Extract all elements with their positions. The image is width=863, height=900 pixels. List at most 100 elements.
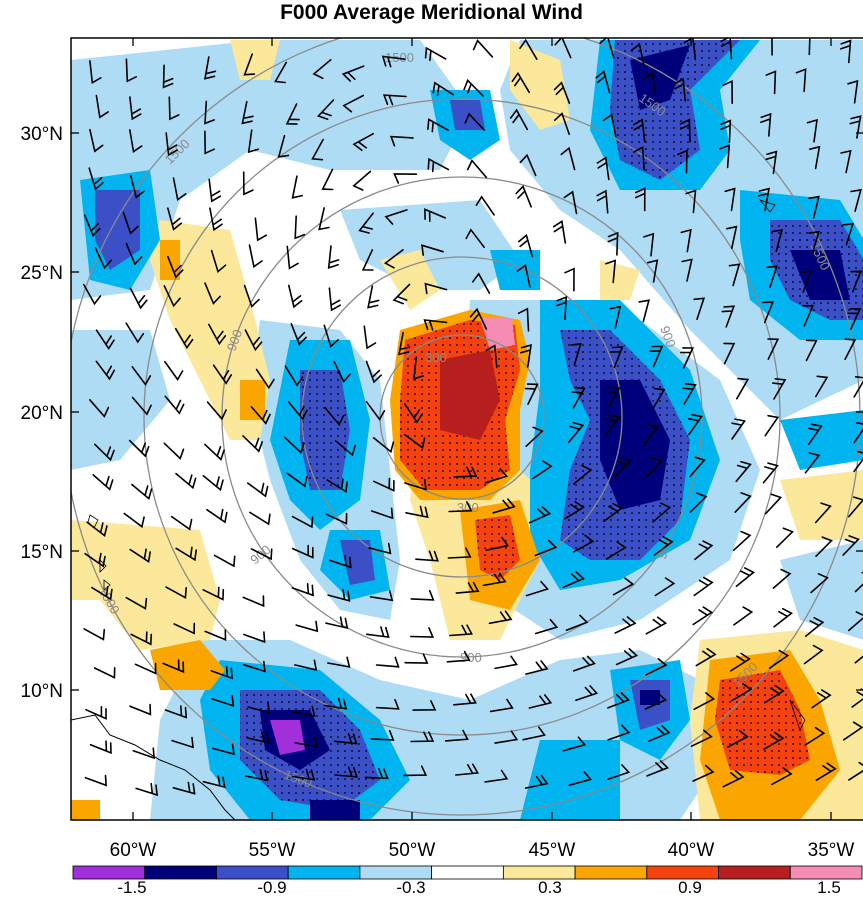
lat-label: 25°N bbox=[21, 263, 63, 284]
wind-barb bbox=[210, 249, 227, 274]
wind-barb bbox=[814, 502, 832, 524]
wind-barb bbox=[806, 118, 818, 143]
wind-barb bbox=[384, 209, 408, 225]
wind-barb bbox=[204, 130, 215, 155]
wind-barb bbox=[804, 452, 821, 474]
wind-barb bbox=[291, 768, 316, 781]
wind-barb bbox=[726, 225, 738, 249]
wind-barb bbox=[424, 208, 446, 222]
wind-barb bbox=[365, 360, 382, 384]
wind-barb bbox=[842, 535, 860, 556]
wind-barb bbox=[288, 284, 303, 309]
wind-barb bbox=[485, 536, 510, 551]
wind-barb bbox=[484, 468, 509, 484]
wind-barb bbox=[721, 305, 736, 328]
wind-barb bbox=[316, 99, 335, 120]
wind-barb bbox=[365, 401, 386, 421]
wind-barb bbox=[162, 659, 185, 674]
wind-barb bbox=[776, 527, 794, 548]
wind-barb bbox=[92, 474, 114, 491]
wind-barb bbox=[805, 617, 825, 637]
colorbar-label: 0.3 bbox=[538, 878, 562, 897]
wind-barb bbox=[325, 512, 348, 525]
wind-barb bbox=[603, 502, 623, 523]
wind-barb bbox=[403, 403, 423, 424]
wind-barb bbox=[208, 178, 222, 203]
wind-barb bbox=[731, 418, 746, 440]
wind-barb bbox=[291, 515, 314, 529]
wind-barb bbox=[125, 58, 137, 83]
wind-barb bbox=[352, 170, 372, 191]
wind-barb bbox=[771, 767, 793, 786]
wind-barb bbox=[553, 81, 571, 104]
wind-barb bbox=[165, 586, 187, 599]
wind-barb bbox=[732, 530, 752, 551]
wind-barb bbox=[131, 483, 153, 501]
wind-barb bbox=[853, 422, 863, 444]
wind-barb bbox=[568, 771, 592, 786]
wind-barb bbox=[534, 618, 559, 635]
wind-barb bbox=[122, 211, 139, 235]
wind-barb bbox=[405, 505, 429, 519]
wind-barb bbox=[247, 702, 271, 714]
wind-barb bbox=[323, 697, 348, 710]
wind-barb bbox=[421, 244, 444, 256]
wind-barb bbox=[210, 665, 233, 680]
wind-barb bbox=[358, 212, 374, 234]
wind-barb bbox=[524, 774, 549, 789]
wind-barb bbox=[525, 426, 544, 447]
wind-barb bbox=[509, 108, 529, 131]
wind-barb bbox=[515, 184, 532, 208]
colorbar-swatch bbox=[431, 865, 504, 880]
colorbar-label: -0.3 bbox=[396, 878, 425, 897]
wind-barb bbox=[292, 705, 316, 718]
wind-barb bbox=[693, 297, 706, 320]
lat-label: 10°N bbox=[21, 681, 63, 702]
wind-barb bbox=[850, 188, 862, 212]
wind-barb bbox=[334, 766, 359, 778]
wind-barb bbox=[475, 195, 495, 216]
wind-barb bbox=[649, 345, 664, 368]
wind-barb bbox=[492, 498, 516, 514]
wind-barb bbox=[123, 512, 145, 529]
wind-barb bbox=[204, 629, 227, 642]
wind-barb bbox=[250, 406, 271, 425]
wind-barb bbox=[760, 112, 772, 137]
wind-barb bbox=[327, 656, 351, 668]
wind-barb bbox=[464, 112, 485, 131]
wind-barb bbox=[638, 299, 650, 323]
lon-label: 50°W bbox=[389, 840, 436, 861]
wind-barb bbox=[689, 456, 706, 478]
wind-barb bbox=[694, 540, 714, 561]
wind-barb bbox=[652, 502, 672, 523]
wind-barb bbox=[520, 344, 532, 368]
wind-barb bbox=[599, 38, 615, 59]
wind-barb bbox=[567, 421, 585, 443]
wind-barb bbox=[366, 626, 390, 639]
wind-barb bbox=[93, 667, 116, 679]
wind-barb bbox=[342, 94, 365, 113]
wind-barb bbox=[648, 725, 671, 742]
wind-barb bbox=[808, 38, 811, 56]
chart-title: F000 Average Meridional Wind bbox=[280, 1, 583, 24]
wind-barb bbox=[455, 763, 480, 776]
wind-barb bbox=[95, 360, 116, 381]
wind-barb bbox=[692, 764, 715, 782]
ring-label-900-east: 900 bbox=[657, 324, 679, 350]
wind-barb bbox=[172, 177, 187, 201]
wind-barb bbox=[326, 478, 348, 493]
wind-barb bbox=[403, 433, 426, 450]
colorbar-swatch bbox=[789, 865, 863, 880]
wind-barb bbox=[525, 660, 549, 675]
wind-barb bbox=[847, 308, 862, 330]
wind-barb bbox=[204, 443, 225, 461]
wind-barb bbox=[449, 624, 473, 637]
lat-label: 30°N bbox=[21, 124, 63, 145]
wind-barb bbox=[311, 138, 324, 161]
wind-barb bbox=[528, 694, 553, 709]
wind-barb bbox=[367, 285, 380, 309]
wind-barb bbox=[129, 287, 148, 310]
wind-barb bbox=[693, 692, 716, 711]
wind-barb bbox=[517, 307, 530, 332]
